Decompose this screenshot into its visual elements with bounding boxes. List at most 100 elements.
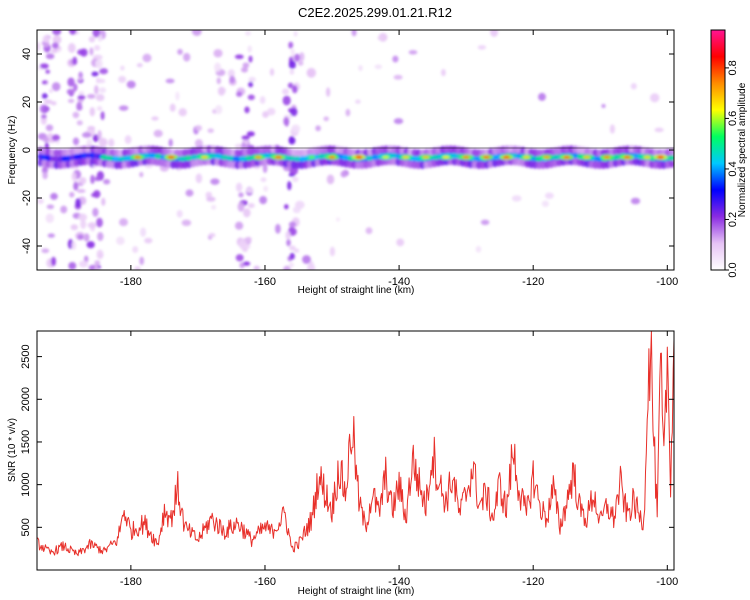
spectrogram-cell	[263, 185, 269, 192]
x-tick-label: -160	[254, 576, 276, 588]
spectrogram-cell	[80, 48, 88, 57]
spectrogram-cell	[119, 218, 128, 227]
spectrogram-cell	[287, 155, 296, 161]
spectrogram-cell	[190, 154, 199, 160]
spectrogram-cell	[432, 154, 440, 160]
spectrogram-cell	[42, 171, 48, 180]
spectrogram-cell	[241, 67, 248, 73]
spectrogram-cell	[643, 155, 651, 159]
spectrogram-cell	[246, 131, 255, 137]
spectrogram-cell	[328, 155, 336, 159]
spectrogram-blobs	[37, 30, 674, 270]
spectrogram-cell	[94, 264, 99, 270]
spectrogram-cell	[134, 266, 141, 270]
spectrogram-cell	[475, 245, 482, 253]
spectrogram-cell	[45, 213, 54, 223]
x-tick-label: -180	[120, 276, 142, 288]
spectrogram-cell	[93, 85, 99, 95]
spectrogram-cell	[365, 155, 374, 161]
spectrogram-cell	[583, 155, 591, 159]
spectrogram-cell	[78, 91, 85, 96]
spectrogram-cell	[80, 219, 87, 229]
spectrogram-cell	[144, 237, 153, 244]
spectrogram-cell	[299, 52, 305, 62]
y-tick-label: -20	[21, 190, 33, 206]
spectrogram-cell	[67, 43, 76, 53]
spectrogram-cell	[323, 116, 329, 122]
spectrogram-cell	[148, 153, 157, 159]
spectrogram-cell	[477, 45, 487, 50]
spectrogram-cell	[75, 198, 81, 208]
spectrogram-cell	[415, 149, 422, 158]
spectrogram-cell	[41, 93, 48, 99]
spectrogram-cell	[480, 219, 490, 225]
snr-panel: -180 -160 -140 -120 -1005001000150020002500 …	[7, 330, 678, 597]
spectrogram-cell	[73, 181, 79, 191]
snr-xlabel: Height of straight line (km)	[298, 586, 415, 597]
spectrogram-cell	[167, 155, 175, 159]
spectrogram-cell	[168, 138, 173, 147]
x-tick-label: -160	[254, 276, 276, 288]
spectrogram-cell	[254, 155, 262, 159]
spectrogram-cell	[244, 106, 250, 114]
spectrogram-cell	[482, 155, 490, 159]
spectrogram-cell	[538, 92, 546, 101]
spectrogram-cell	[248, 55, 253, 63]
spectrogram-cell	[213, 49, 223, 58]
spectrogram-cell	[441, 68, 446, 77]
spectrogram-cell	[174, 161, 181, 170]
spectrogram-cell	[371, 154, 380, 160]
spectrogram-cell	[282, 95, 291, 106]
spectrogram-panel: -180 -160 -140 -120 -100 -40 -20 0 20 40 Height o…	[7, 29, 678, 296]
colorbar-frame	[710, 29, 726, 271]
spectrogram-cell	[552, 154, 561, 160]
spectrogram-cell	[52, 35, 62, 45]
y-tick-label: 20	[21, 96, 33, 108]
spectrogram-cell	[657, 155, 665, 159]
spectrogram-cell	[288, 262, 294, 268]
spectrogram-cell	[67, 77, 75, 87]
y-tick-label: 0	[21, 147, 33, 153]
spectrogram-cell	[358, 65, 363, 72]
spectrogram-cell	[71, 172, 77, 181]
spectrogram-cell	[511, 195, 522, 202]
spectrogram-cell	[541, 200, 549, 207]
spectrogram-cell	[206, 196, 216, 202]
spectrogram-cell	[288, 136, 296, 145]
spectrogram-cell	[215, 105, 223, 115]
spectrogram-cell	[185, 189, 194, 197]
spectrogram-cell	[140, 227, 147, 237]
spectrogram-cell	[341, 154, 350, 160]
spectrogram-ticks: -180 -160 -140 -120 -100 -40 -20 0 20 40	[21, 30, 678, 288]
spectrogram-cell	[142, 53, 152, 63]
spectrogram-cell	[51, 134, 60, 141]
spectrogram-cell	[235, 182, 243, 192]
spectrogram-cell	[563, 155, 571, 159]
spectrogram-cell	[72, 56, 78, 66]
spectrogram-cell	[297, 60, 304, 66]
spectrogram-cell	[283, 116, 290, 126]
x-tick-label: -140	[388, 576, 410, 588]
colorbar-scale	[711, 30, 725, 270]
spectrogram-cell	[139, 171, 144, 178]
spectrogram-cell	[306, 263, 316, 270]
spectrogram-cell	[92, 207, 99, 217]
y-tick-label: 1000	[20, 472, 32, 496]
spectrogram-cell	[288, 60, 296, 69]
x-tick-label: -100	[656, 276, 678, 288]
spectrogram-cell	[183, 52, 191, 62]
spectrogram-cell	[244, 155, 253, 161]
spectrogram-cell	[98, 137, 108, 147]
spectrogram-cell	[169, 103, 176, 112]
spectrogram-cell	[248, 76, 256, 83]
spectrogram-cell	[52, 30, 62, 36]
spectrogram-cell	[51, 82, 61, 92]
spectrogram-cell	[355, 99, 361, 104]
spectrogram-cell	[234, 221, 244, 230]
y-tick-label: -40	[21, 238, 33, 254]
spectrogram-cell	[259, 96, 266, 104]
spectrogram-cell	[92, 134, 99, 142]
spectrogram-cell	[93, 45, 101, 51]
spectrogram-cell	[237, 201, 245, 212]
spectrogram-cell	[543, 155, 551, 159]
